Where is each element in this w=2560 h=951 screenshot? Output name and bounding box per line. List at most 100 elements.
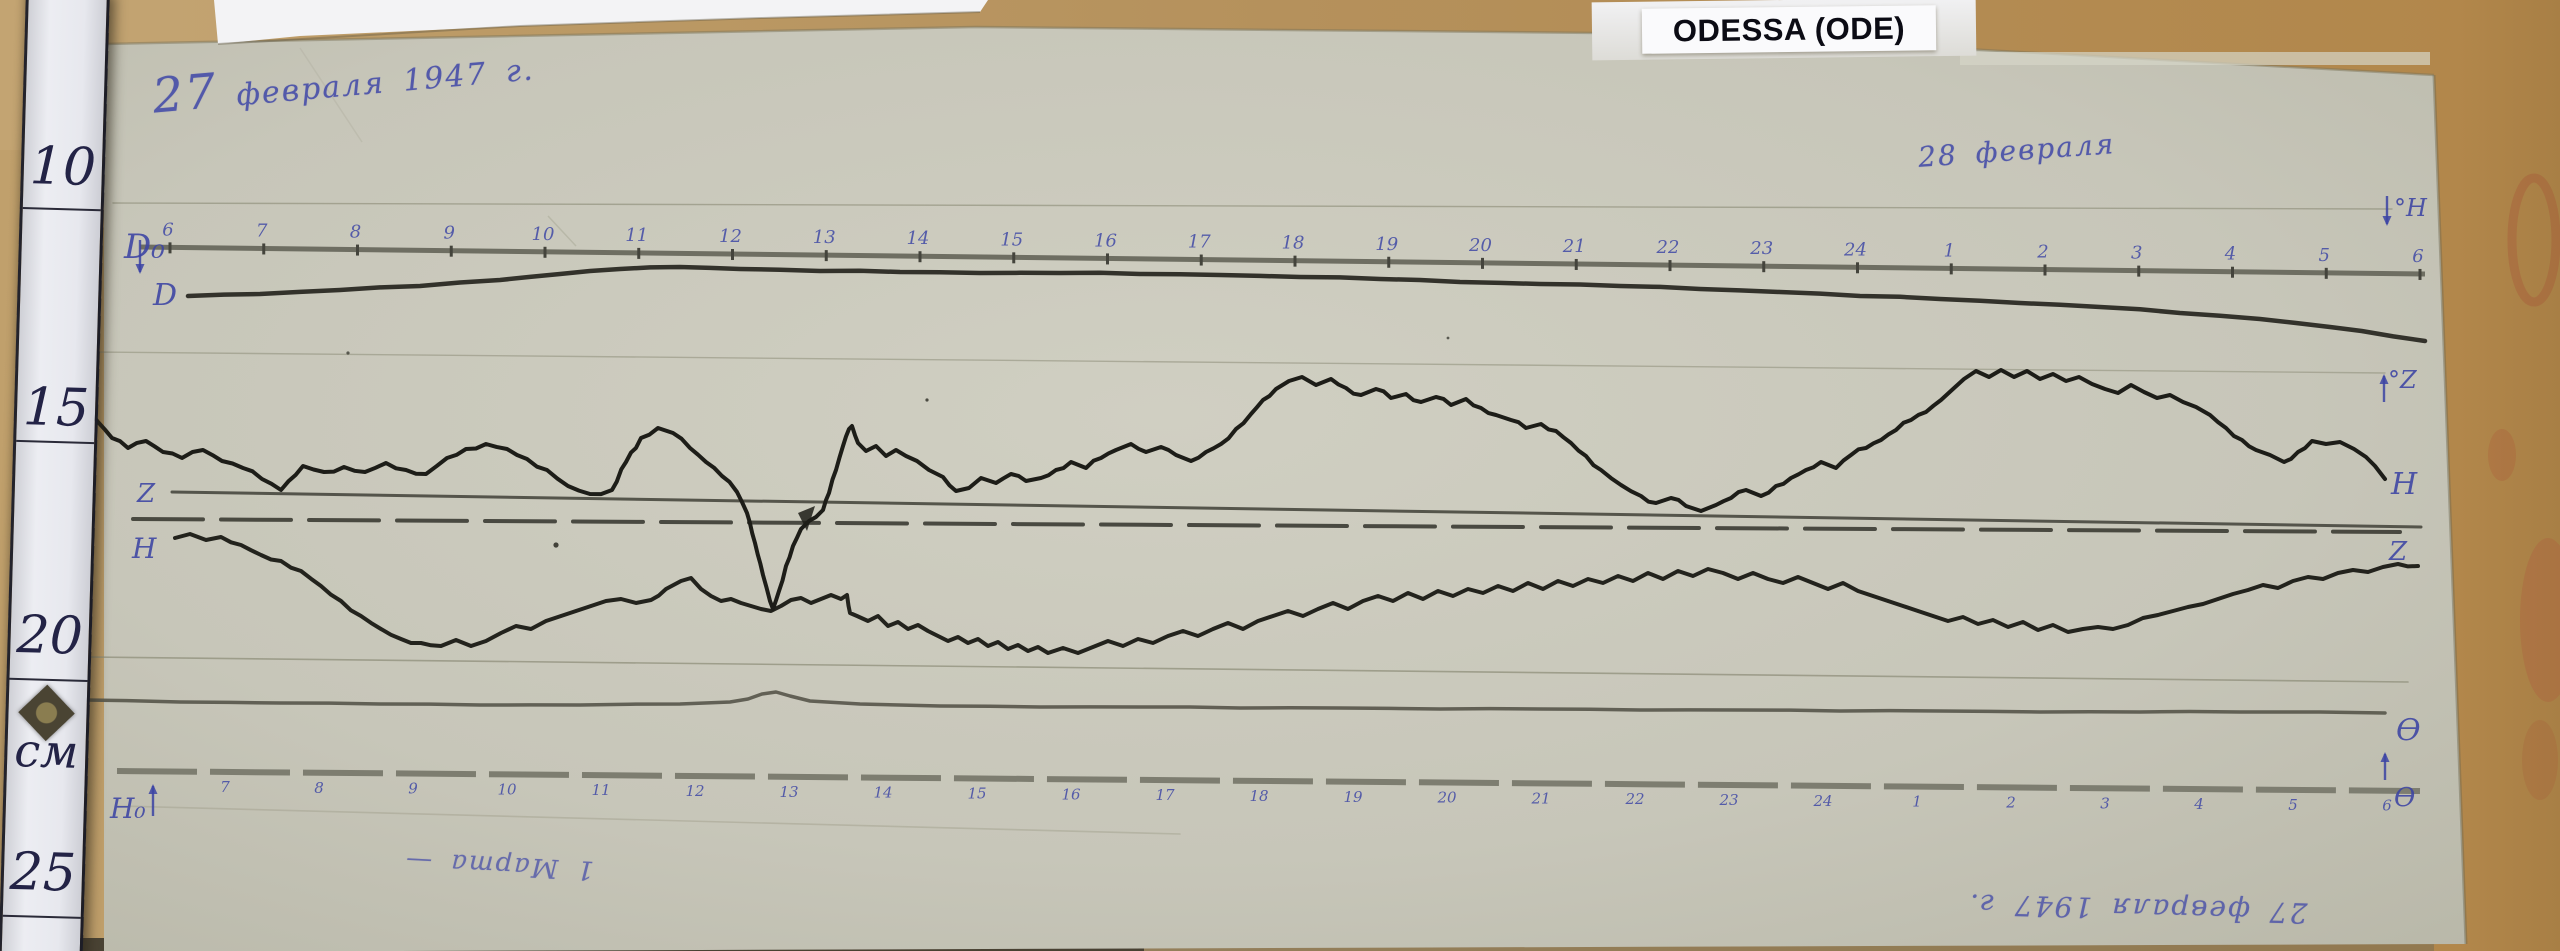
bottom-hour-label: 17 [1155, 786, 1175, 804]
hour-tick [1012, 252, 1016, 264]
top-hour-label: 14 [907, 228, 930, 249]
hour-tick [1387, 256, 1391, 268]
ink-blot [798, 506, 815, 531]
hour-tick [637, 247, 641, 259]
bottom-hour-label: 23 [1718, 791, 1738, 809]
arrow-D0-down-head [135, 264, 145, 274]
top-hour-label: 21 [1562, 236, 1586, 257]
trace-crease-bottom [117, 805, 1181, 835]
ruler-division [2, 914, 81, 919]
top-hour-label: 11 [625, 225, 648, 246]
label-H0-left: H₀ [109, 792, 146, 825]
label-H-left: H [131, 532, 157, 565]
top-hour-label: 5 [2319, 245, 2330, 266]
ink-speck [1446, 336, 1450, 340]
top-hour-label: 13 [813, 227, 836, 248]
ruler-mark-20: 20 [15, 605, 84, 667]
hour-tick [543, 246, 547, 258]
hour-tick [262, 243, 266, 255]
bottom-hour-label: 14 [873, 784, 892, 802]
label-degH-right: °H [2394, 194, 2428, 222]
bottom-hour-label: 24 [1812, 792, 1832, 810]
hour-tick [2418, 268, 2422, 280]
top-hour-label: 17 [1188, 232, 1211, 253]
ink-speck [346, 351, 350, 355]
trace-H [83, 368, 2387, 611]
ruler-division [22, 206, 101, 212]
bottom-hour-label: 20 [1436, 789, 1457, 807]
trace-H-baseline [131, 517, 2402, 534]
bottom-hour-label: 13 [779, 783, 798, 801]
trace-Z-baseline [170, 490, 2423, 529]
top-hour-label: 3 [2131, 243, 2142, 264]
top-hour-label: 12 [719, 226, 742, 247]
bottom-hour-label: 4 [2193, 795, 2204, 813]
ruler-mark-25: 25 [9, 841, 77, 904]
hour-tick [1949, 263, 1953, 275]
red-smudge [2507, 173, 2560, 307]
paper-scratch [547, 215, 577, 247]
bottom-hour-label: 15 [967, 784, 986, 802]
trace-Z [173, 532, 2420, 655]
bottom-hour-label: 2 [2005, 793, 2016, 811]
top-hour-label: 24 [1843, 239, 1867, 260]
arrow-degH-down-head [2382, 216, 2392, 226]
top-hour-label: 22 [1656, 237, 1680, 258]
bottom-hour-label: 5 [2288, 796, 2298, 814]
hour-tick [168, 242, 172, 254]
time-scales: 6 7 8 9 10 11 12 13 14 15 16 17 18 19 20 21 22 23 24 1 2 3 4 5 6… [116, 219, 2426, 815]
red-smudge [2522, 720, 2558, 800]
label-D0-left: D₀ [123, 227, 165, 267]
top-hour-label: 10 [532, 224, 555, 245]
hour-tick [356, 244, 359, 256]
hour-tick [2324, 267, 2328, 279]
bottom-hour-label: 7 [220, 778, 230, 796]
bottom-hour-label: 1 [1912, 793, 1922, 811]
top-hour-label: 19 [1375, 234, 1398, 255]
hour-tick [1106, 253, 1109, 265]
hour-tick [1574, 258, 1578, 270]
hour-tick [2043, 264, 2047, 276]
hour-tick [824, 250, 828, 262]
bottom-hour-label: 18 [1249, 787, 1268, 805]
hour-tick [731, 249, 734, 261]
top-hour-label: 6 [2412, 246, 2423, 267]
bottom-hour-label: 19 [1343, 788, 1363, 806]
hour-tick [2137, 265, 2141, 277]
ruler-division [16, 439, 95, 445]
bottom-hour-label: 22 [1624, 790, 1644, 808]
ruler-division [9, 677, 88, 683]
bottom-hour-label: 11 [591, 781, 610, 799]
label-theta-base: Ѳ [2394, 783, 2415, 813]
label-H-right: H [2390, 467, 2418, 502]
trace-D [185, 264, 2428, 344]
arrow-H0-up-head [148, 784, 158, 794]
red-smudge [2488, 429, 2516, 481]
magnetogram-paper [104, 27, 2466, 951]
trace-faint-upper-line [112, 202, 2393, 210]
arrow-theta-up-head [2380, 752, 2390, 762]
ruler-mark-15: 15 [22, 377, 91, 439]
ruler-mark-10: 10 [29, 136, 97, 199]
top-hour-label: 20 [1468, 235, 1492, 256]
hour-tick [1481, 257, 1484, 269]
bottom-hour-label: 9 [408, 780, 418, 798]
hour-tick [1856, 262, 1859, 274]
trace-theta [83, 690, 2387, 715]
label-Z-right: Z [2388, 537, 2408, 567]
hour-tick [1293, 255, 1297, 267]
hour-tick [1762, 261, 1766, 273]
label-D-trace: D [152, 278, 177, 313]
label-Z-left: Z [136, 479, 156, 509]
top-hour-label: 2 [2036, 242, 2048, 263]
recorded-traces [83, 202, 2428, 835]
station-label-sticker: ODESSA (ODE) [1641, 5, 1937, 54]
top-hour-label: 15 [1000, 229, 1023, 250]
label-theta-right: Ѳ [2396, 713, 2421, 748]
ink-speck [553, 542, 559, 548]
ink-speck [925, 398, 929, 402]
trace-faint-lower-line [89, 656, 2409, 683]
paper-crease [299, 47, 363, 143]
